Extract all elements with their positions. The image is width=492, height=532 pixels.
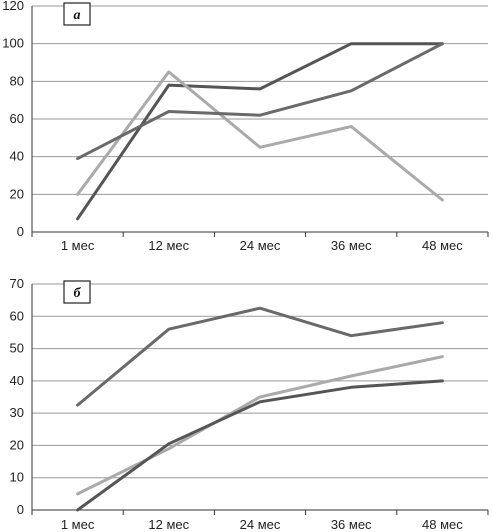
y-tick-label: 100	[2, 36, 24, 51]
y-tick-label: 60	[10, 308, 24, 323]
panel-label-box	[63, 280, 91, 304]
series-line-2	[76, 70, 444, 202]
series-line-1	[76, 42, 444, 221]
y-tick-label: 10	[10, 470, 24, 485]
x-tick-label: 48 мес	[422, 517, 463, 532]
y-tick-label: 0	[17, 502, 24, 517]
y-tick-label: 40	[10, 149, 24, 164]
series-line-1	[76, 306, 444, 407]
x-tick-label: 1 мес	[61, 238, 95, 253]
y-tick-label: 70	[10, 276, 24, 291]
y-tick-label: 20	[10, 437, 24, 452]
y-tick-label: 80	[10, 73, 24, 88]
x-tick-label: 36 мес	[331, 517, 372, 532]
y-tick-label: 120	[2, 0, 24, 13]
panel-label-box	[63, 2, 91, 26]
x-tick-label: 12 мес	[148, 517, 189, 532]
x-tick-label: 48 мес	[422, 238, 463, 253]
x-tick-label: 36 мес	[331, 238, 372, 253]
panel-label: а	[74, 8, 81, 23]
x-tick-label: 12 мес	[148, 238, 189, 253]
y-tick-label: 50	[10, 341, 24, 356]
series-line-3	[76, 379, 444, 512]
series-line-2	[76, 355, 444, 496]
y-tick-label: 40	[10, 373, 24, 388]
x-tick-label: 1 мес	[61, 517, 95, 532]
panel-label: б	[74, 286, 82, 301]
y-tick-label: 60	[10, 111, 24, 126]
series-line-3	[76, 42, 444, 161]
y-tick-label: 0	[17, 224, 24, 239]
x-tick-label: 24 мес	[240, 517, 281, 532]
y-tick-label: 30	[10, 405, 24, 420]
y-tick-label: 20	[10, 186, 24, 201]
x-tick-label: 24 мес	[240, 238, 281, 253]
